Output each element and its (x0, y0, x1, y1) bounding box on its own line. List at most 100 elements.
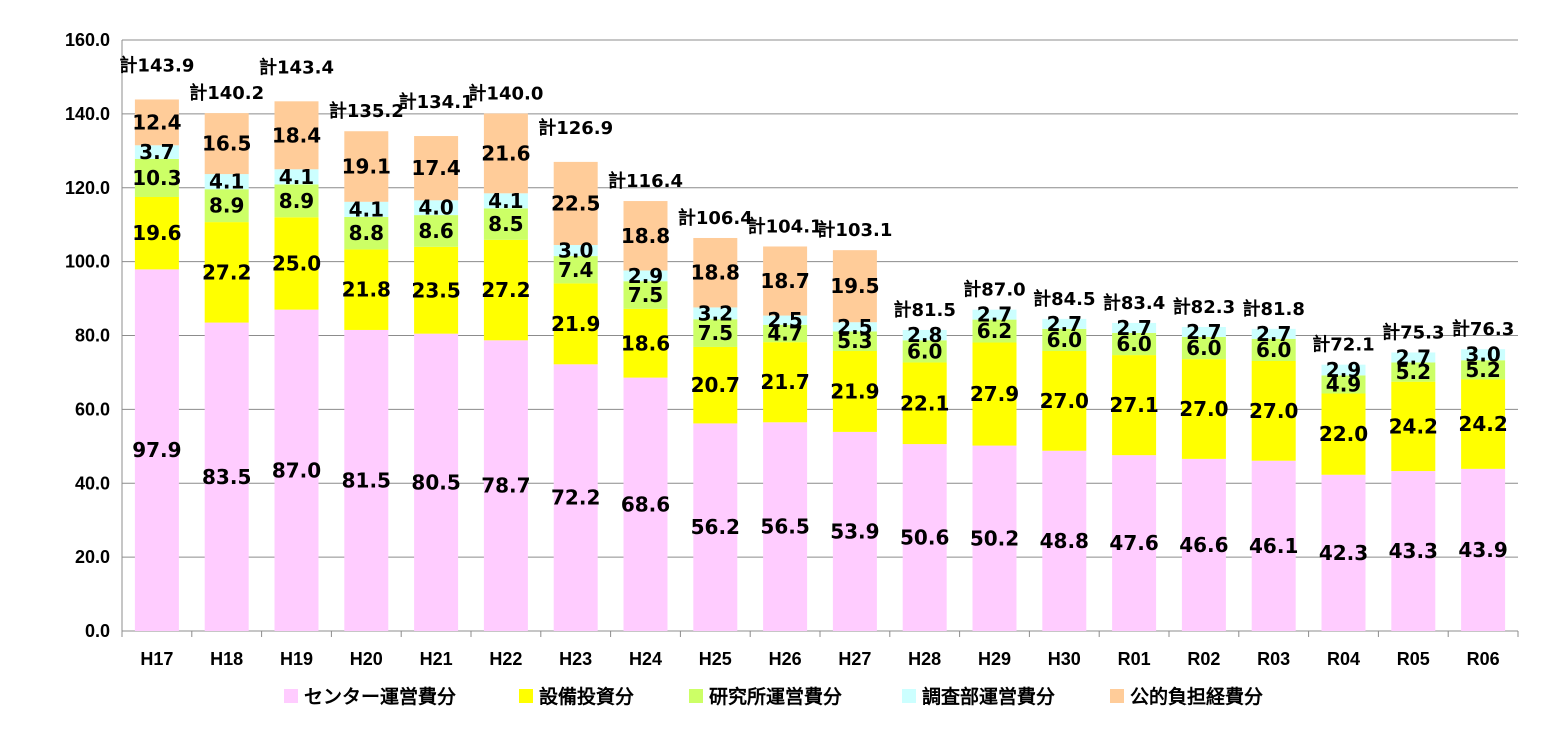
legend: センター運営費分 設備投資分 研究所運営費分 調査部運営費分 公的負担経費分 (284, 685, 1263, 708)
data-label: 6.0 (907, 339, 942, 363)
total-label: 計76.3 (1452, 318, 1514, 340)
bar-segment (1251, 328, 1296, 339)
data-label: 2.7 (977, 303, 1012, 327)
y-tick-label: 40.0 (75, 473, 110, 493)
bar-segment (832, 351, 877, 432)
data-label: 19.6 (132, 221, 181, 245)
data-label: 10.3 (132, 166, 181, 190)
legend-label: 設備投資分 (539, 685, 634, 708)
data-label: 46.6 (1179, 533, 1228, 557)
data-label: 8.9 (279, 189, 314, 213)
bar-segment (693, 346, 738, 424)
total-label: 計84.5 (1033, 288, 1095, 310)
x-tick-label: H23 (559, 649, 592, 669)
bar-segment (414, 200, 459, 216)
data-label: 18.8 (621, 224, 670, 248)
data-label: 27.0 (1179, 397, 1228, 421)
legend-swatch (519, 689, 533, 703)
data-label: 7.4 (558, 258, 593, 282)
data-label: 21.9 (830, 379, 879, 403)
data-label: 4.1 (209, 170, 244, 194)
bar-segment (1391, 362, 1436, 382)
data-label: 20.7 (691, 373, 740, 397)
bar-segment (1112, 355, 1157, 456)
data-label: 72.2 (551, 486, 600, 510)
bar-segment (1112, 455, 1157, 631)
data-label: 17.4 (411, 156, 460, 180)
data-label: 18.4 (272, 123, 321, 147)
total-label: 計82.3 (1173, 296, 1235, 318)
x-tick-label: H28 (908, 649, 941, 669)
bar-segment (553, 256, 598, 284)
bar-segment (204, 189, 249, 223)
y-tick-label: 80.0 (75, 326, 110, 346)
data-label: 2.7 (1186, 320, 1221, 344)
x-tick-label: H27 (838, 649, 871, 669)
bar-segment (204, 113, 249, 175)
data-label: 2.9 (628, 264, 663, 288)
data-label: 81.5 (342, 468, 391, 492)
data-label: 8.8 (349, 221, 384, 245)
data-label: 23.5 (411, 278, 460, 302)
data-label: 2.5 (837, 315, 872, 339)
bar-segment (414, 136, 459, 201)
bar-segment (1042, 450, 1087, 631)
x-tick-label: H24 (629, 649, 662, 669)
x-tick-label: H25 (699, 649, 732, 669)
bar-segment (134, 145, 179, 159)
data-label: 87.0 (272, 458, 321, 482)
bar-segment (972, 309, 1017, 320)
bar-segment (344, 216, 389, 250)
bar-segment (553, 245, 598, 257)
total-label: 計143.4 (259, 56, 334, 78)
bar-segment (693, 423, 738, 631)
bar-segment (1391, 352, 1436, 363)
data-label: 78.7 (481, 474, 530, 498)
data-label: 2.8 (907, 323, 942, 347)
x-tick-label: H18 (210, 649, 243, 669)
data-label: 24.2 (1389, 414, 1438, 438)
bar-segment (274, 309, 319, 631)
total-label: 計143.9 (119, 54, 194, 76)
data-label: 46.1 (1249, 534, 1298, 558)
bar-segment (1042, 328, 1087, 352)
bar-segment (274, 184, 319, 218)
bar-segment (344, 329, 389, 631)
data-label: 6.0 (1186, 336, 1221, 360)
bar-segment (763, 324, 808, 343)
y-tick-label: 60.0 (75, 399, 110, 419)
bar-segment (972, 342, 1017, 446)
data-label: 21.6 (481, 141, 530, 165)
bar-segment (1181, 359, 1226, 459)
x-axis-labels: H17 H18 H19 H20 H21 H22 H23 H24 H25 H26 H27 H28 H29 H… (140, 649, 1499, 669)
data-label: 43.9 (1458, 538, 1507, 562)
data-label: 21.8 (342, 278, 391, 302)
data-label: 2.7 (1116, 316, 1151, 340)
y-tick-label: 0.0 (85, 621, 110, 641)
bar-segment (693, 307, 738, 320)
legend-label: 調査部運営費分 (922, 685, 1055, 708)
total-label: 計140.2 (189, 82, 264, 104)
legend-label: センター運営費分 (304, 685, 456, 708)
legend-swatch (902, 689, 916, 703)
data-label: 2.7 (1047, 312, 1082, 336)
bar-segment (344, 249, 389, 330)
bar-segment (553, 161, 598, 246)
data-label: 42.3 (1319, 541, 1368, 565)
bar-segment (1181, 458, 1226, 631)
data-label: 3.0 (558, 239, 593, 263)
bar-segment (1321, 474, 1366, 631)
bar-segment (1321, 393, 1366, 475)
bar-segment (763, 315, 808, 325)
total-label: 計81.5 (893, 299, 955, 321)
bar-segment (832, 331, 877, 352)
data-label: 16.5 (202, 132, 251, 156)
bar-segment (134, 99, 179, 146)
bar-segment (902, 362, 947, 445)
bar-segment (1251, 460, 1296, 631)
data-label: 27.1 (1109, 393, 1158, 417)
bar-segment (1181, 336, 1226, 360)
data-label: 22.1 (900, 391, 949, 415)
total-label: 計75.3 (1382, 321, 1444, 343)
data-label: 8.5 (488, 212, 523, 236)
